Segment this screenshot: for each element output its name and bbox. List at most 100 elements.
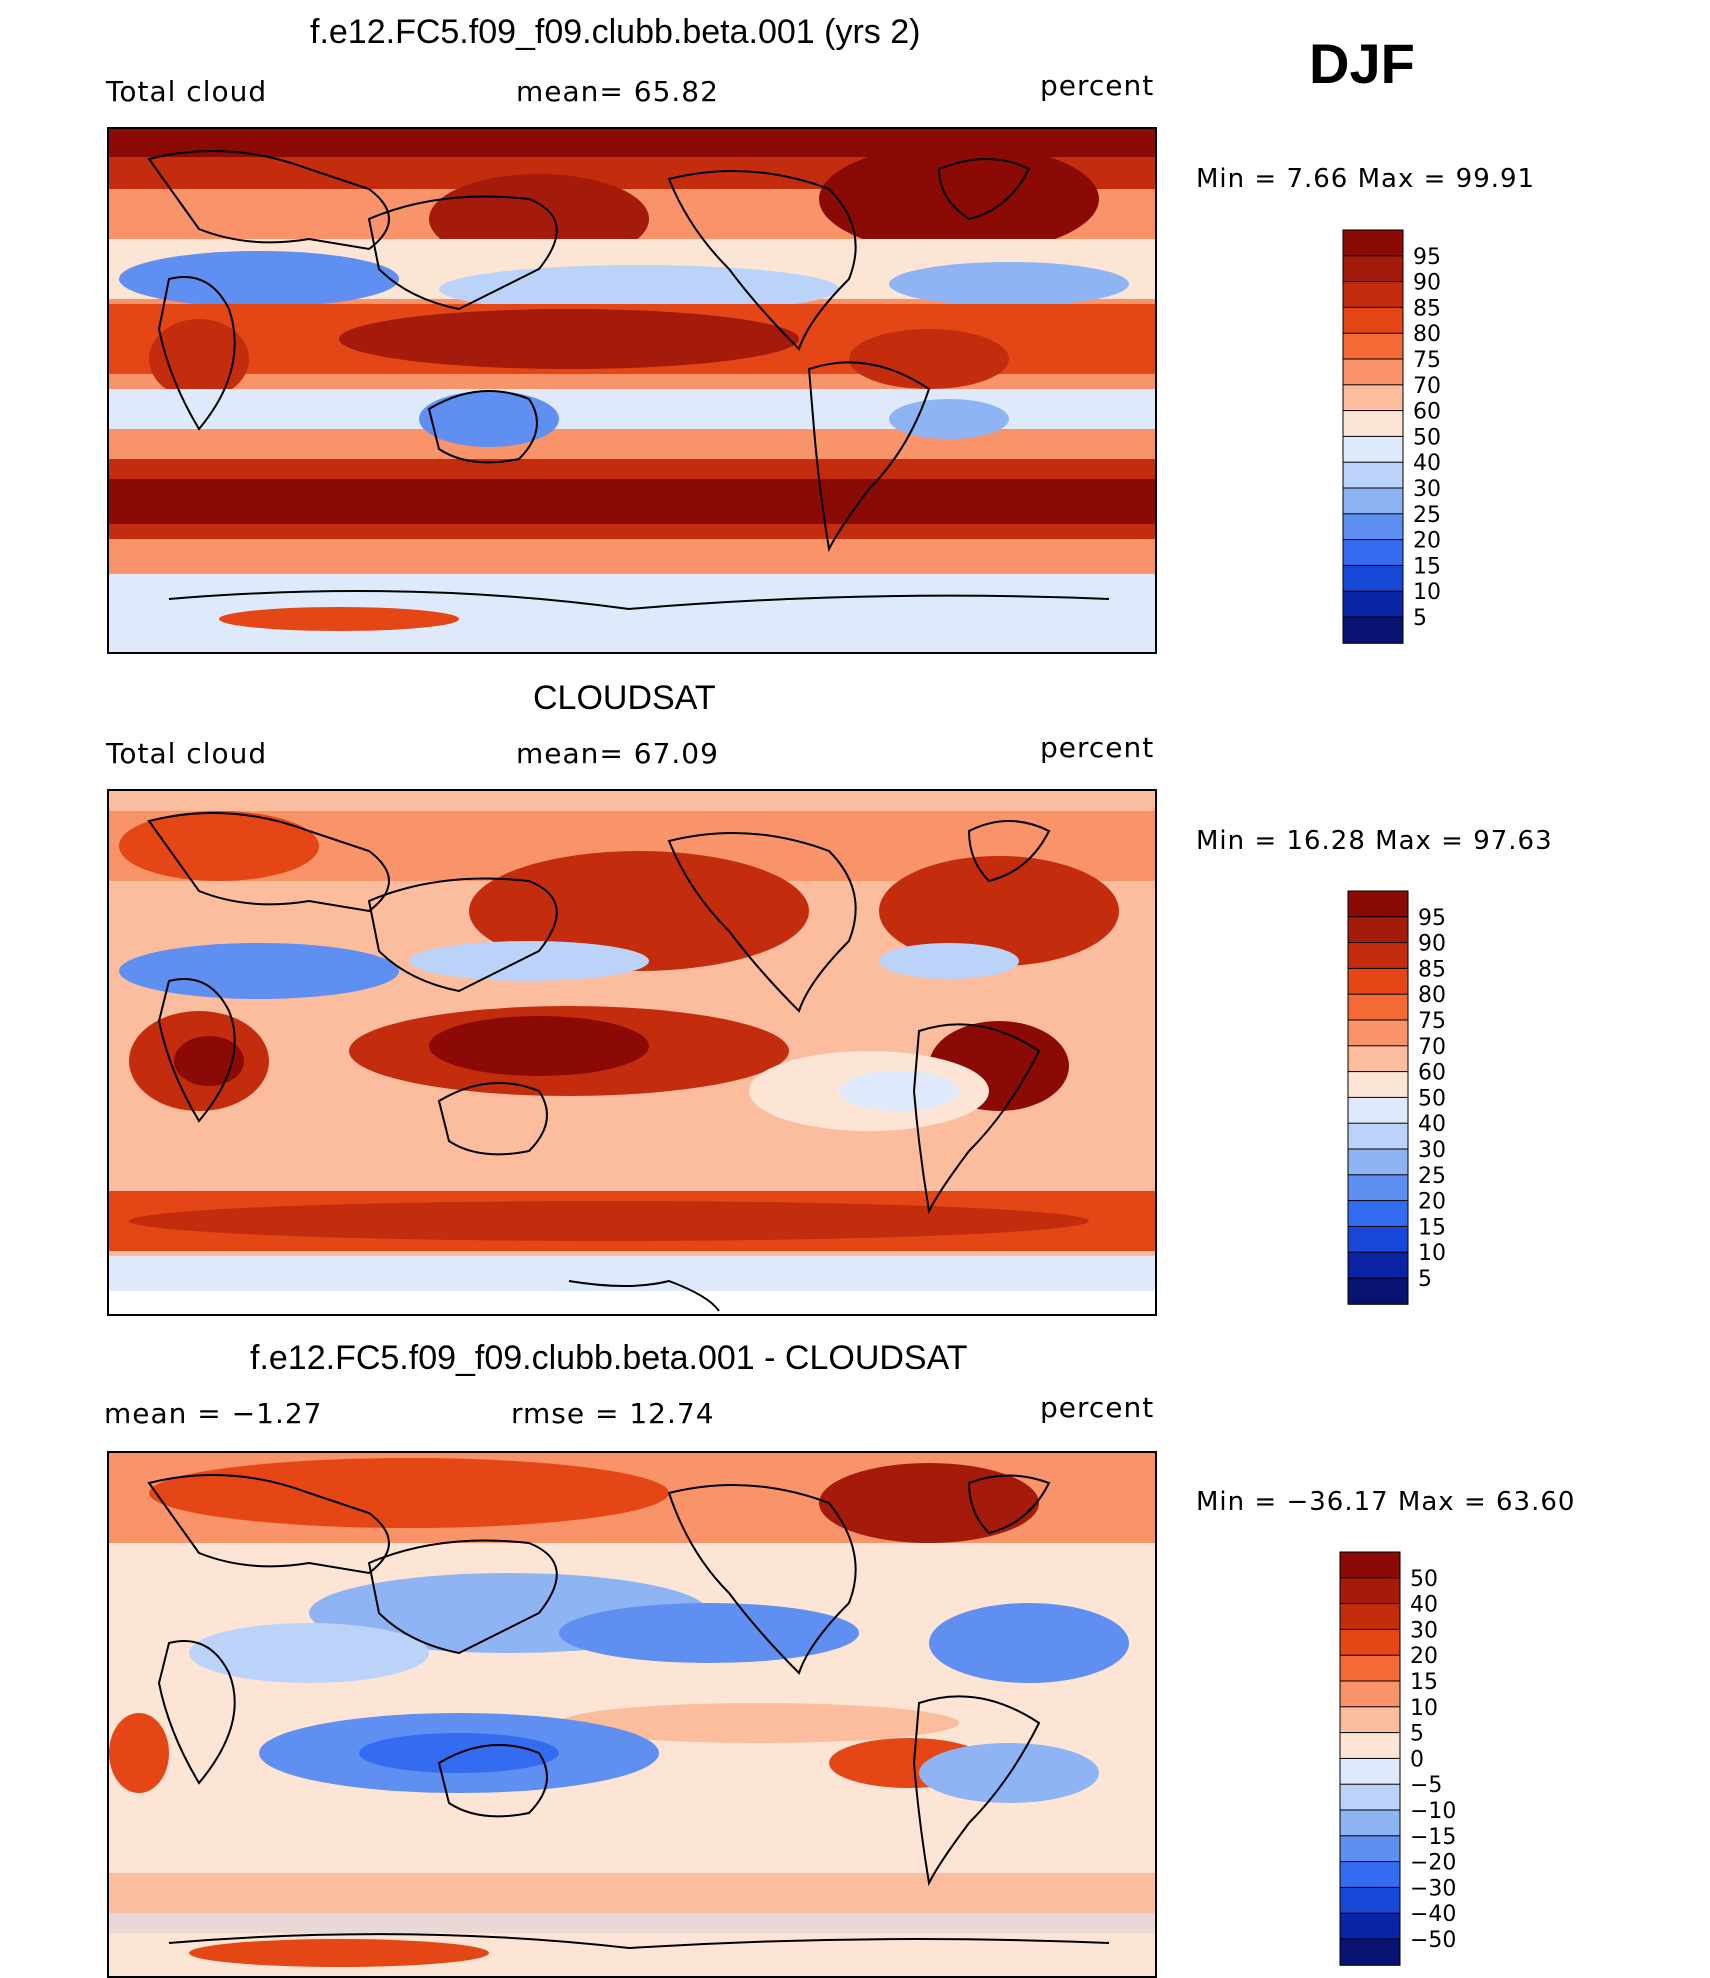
panel-3-minmax: Min = −36.17 Max = 63.60 xyxy=(1196,1487,1576,1517)
colorbar-swatch xyxy=(1347,890,1409,918)
colorbar-label: 85 xyxy=(1413,296,1441,321)
colorbar-swatch xyxy=(1339,1577,1401,1605)
colorbar-swatch xyxy=(1339,1757,1401,1786)
colorbar-swatch xyxy=(1347,1019,1409,1047)
colorbar-swatch xyxy=(1342,384,1404,412)
colorbar-label: 25 xyxy=(1413,503,1441,528)
panel-2-variable-label: Total cloud xyxy=(106,737,268,770)
colorbar-label: 5 xyxy=(1413,606,1427,631)
colorbar-swatch xyxy=(1342,513,1404,541)
colorbar-label: 95 xyxy=(1413,245,1441,270)
colorbar-swatch xyxy=(1339,1732,1401,1760)
colorbar-label: 80 xyxy=(1413,322,1441,347)
panel-3-map xyxy=(107,1451,1157,1978)
panel-1-variable-label: Total cloud xyxy=(106,75,268,108)
colorbar-label: 70 xyxy=(1413,374,1441,399)
colorbar-swatch xyxy=(1342,590,1404,619)
panel-3-title: f.e12.FC5.f09_f09.clubb.beta.001 - CLOUD… xyxy=(250,1339,968,1377)
colorbar-label: 90 xyxy=(1418,932,1446,957)
colorbar-swatch xyxy=(1339,1603,1401,1631)
colorbar-swatch xyxy=(1342,306,1404,335)
colorbar-swatch xyxy=(1347,1251,1409,1280)
colorbar-swatch xyxy=(1342,332,1404,360)
panel-3-rmse-label: rmse = 12.74 xyxy=(511,1397,715,1430)
colorbar-label: −10 xyxy=(1410,1799,1456,1824)
colorbar-swatch xyxy=(1339,1551,1401,1579)
colorbar-label: 30 xyxy=(1413,477,1441,502)
panel-1-colorbar: 95 90 85 80 75 70 60 50 40 30 25 20 15 10 5 xyxy=(1342,229,1463,644)
colorbar-label: 10 xyxy=(1410,1696,1438,1721)
colorbar-label: 30 xyxy=(1418,1138,1446,1163)
colorbar-swatch xyxy=(1347,916,1409,944)
panel-1-map xyxy=(107,127,1157,654)
colorbar-swatch xyxy=(1347,1045,1409,1073)
colorbar-label: 10 xyxy=(1418,1241,1446,1266)
panel-2-colorbar: 95 90 85 80 75 70 60 50 40 30 25 20 15 10 5 xyxy=(1347,890,1468,1305)
colorbar-swatch xyxy=(1339,1783,1401,1811)
colorbar-label: 70 xyxy=(1418,1035,1446,1060)
colorbar-swatch xyxy=(1342,539,1404,567)
colorbar-label: 30 xyxy=(1410,1618,1438,1643)
colorbar-label: 60 xyxy=(1413,400,1441,425)
colorbar-swatch xyxy=(1347,967,1409,996)
colorbar-label: 5 xyxy=(1410,1722,1424,1747)
colorbar-label: 15 xyxy=(1410,1670,1438,1695)
colorbar-label: 75 xyxy=(1418,1009,1446,1034)
colorbar-label: 15 xyxy=(1413,554,1441,579)
colorbar-label: 95 xyxy=(1418,906,1446,931)
colorbar-swatch xyxy=(1339,1654,1401,1682)
colorbar-swatch xyxy=(1342,229,1404,257)
colorbar-label: 0 xyxy=(1410,1747,1424,1772)
colorbar-swatch xyxy=(1347,1174,1409,1202)
colorbar-swatch xyxy=(1347,1200,1409,1228)
colorbar-label: −30 xyxy=(1410,1876,1456,1901)
colorbar-label: −50 xyxy=(1410,1928,1456,1953)
colorbar-label: 50 xyxy=(1410,1567,1438,1592)
colorbar-label: 20 xyxy=(1413,529,1441,554)
colorbar-label: 15 xyxy=(1418,1215,1446,1240)
panel-1-minmax: Min = 7.66 Max = 99.91 xyxy=(1196,164,1536,194)
colorbar-swatch xyxy=(1339,1809,1401,1837)
colorbar-swatch xyxy=(1342,487,1404,515)
panel-1-mean-label: mean= 65.82 xyxy=(516,75,719,108)
colorbar-label: 60 xyxy=(1418,1061,1446,1086)
colorbar-label: −20 xyxy=(1410,1851,1456,1876)
panel-2-map xyxy=(107,789,1157,1316)
colorbar-swatch xyxy=(1339,1912,1401,1941)
colorbar-label: 20 xyxy=(1410,1644,1438,1669)
colorbar-label: 40 xyxy=(1410,1593,1438,1618)
colorbar-label: 90 xyxy=(1413,271,1441,296)
colorbar-label: 75 xyxy=(1413,348,1441,373)
colorbar-label: 80 xyxy=(1418,983,1446,1008)
colorbar-label: 5 xyxy=(1418,1267,1432,1292)
panel-2-title: CLOUDSAT xyxy=(533,679,716,717)
colorbar-label: 20 xyxy=(1418,1190,1446,1215)
panel-2-units-label: percent xyxy=(1040,731,1155,764)
colorbar-swatch xyxy=(1342,281,1404,309)
colorbar-swatch xyxy=(1347,993,1409,1021)
colorbar-label: 50 xyxy=(1418,1086,1446,1111)
colorbar-swatch xyxy=(1347,1096,1409,1125)
colorbar-swatch xyxy=(1339,1938,1401,1966)
colorbar-swatch xyxy=(1339,1835,1401,1863)
colorbar-label: −40 xyxy=(1410,1902,1456,1927)
panel-1-units-label: percent xyxy=(1040,69,1155,102)
colorbar-label: −15 xyxy=(1410,1825,1456,1850)
colorbar-swatch xyxy=(1339,1680,1401,1708)
colorbar-swatch xyxy=(1347,1148,1409,1176)
colorbar-swatch xyxy=(1347,942,1409,970)
colorbar-swatch xyxy=(1342,410,1404,438)
colorbar-label: 10 xyxy=(1413,580,1441,605)
colorbar-swatch xyxy=(1339,1628,1401,1657)
colorbar-label: 40 xyxy=(1418,1112,1446,1137)
colorbar-swatch xyxy=(1339,1706,1401,1734)
panel-3-mean-label: mean = −1.27 xyxy=(104,1397,323,1430)
colorbar-swatch xyxy=(1339,1861,1401,1889)
colorbar-swatch xyxy=(1342,461,1404,489)
colorbar-swatch xyxy=(1342,435,1404,464)
panel-2-mean-label: mean= 67.09 xyxy=(516,737,719,770)
colorbar-swatch xyxy=(1347,1277,1409,1305)
panel-1-title: f.e12.FC5.f09_f09.clubb.beta.001 (yrs 2) xyxy=(310,13,921,51)
season-label: DJF xyxy=(1309,32,1415,95)
colorbar-swatch xyxy=(1347,1225,1409,1254)
